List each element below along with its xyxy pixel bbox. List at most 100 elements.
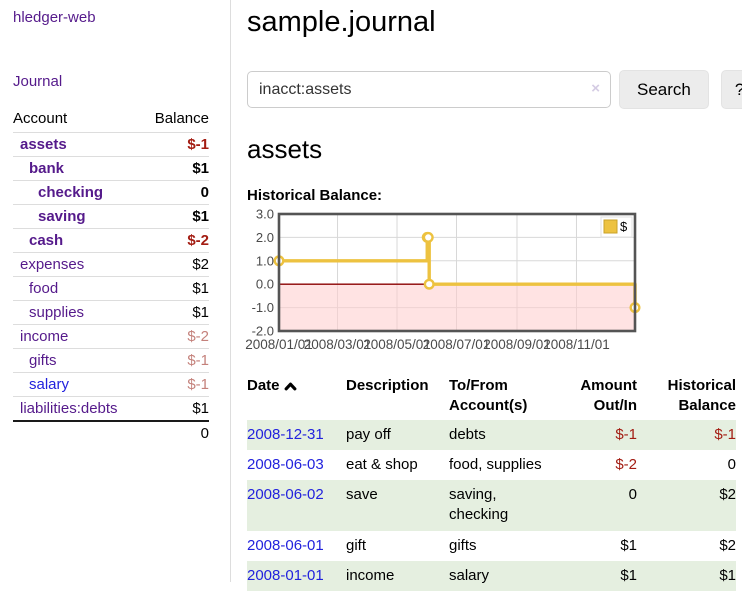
account-link-checking[interactable]: checking <box>38 184 104 201</box>
svg-text:3.0: 3.0 <box>256 207 274 222</box>
transaction-description: save <box>346 486 378 503</box>
app-title-link[interactable]: hledger-web <box>13 9 96 26</box>
account-balance: $1 <box>192 400 209 417</box>
transaction-row: 2008-06-03 eat & shop food, supplies $-2 0 <box>247 450 736 480</box>
page-title: sample.journal <box>247 6 436 38</box>
transaction-row: 2008-12-31 pay off debts $-1 $-1 <box>247 419 736 450</box>
transaction-amount: $1 <box>620 566 637 584</box>
account-link-saving[interactable]: saving <box>38 208 86 225</box>
account-balance: $1 <box>192 280 209 297</box>
transaction-balance: $2 <box>719 486 736 503</box>
search-input-wrap: × <box>247 71 611 108</box>
transaction-date-link[interactable]: 2008-12-31 <box>247 425 324 443</box>
transaction-accounts: food, supplies <box>449 455 542 473</box>
svg-text:$: $ <box>620 219 628 234</box>
transaction-row: 2008-01-01 income salary $1 $1 <box>247 560 736 591</box>
register-header-row: Date Description To/From Account(s) Amou… <box>247 374 736 420</box>
transaction-date-link[interactable]: 2008-06-02 <box>247 486 324 503</box>
account-row: assets $-1 <box>13 132 209 157</box>
account-row: liabilities:debts $1 <box>13 396 209 421</box>
transaction-balance: $1 <box>719 566 736 584</box>
help-button[interactable]: ? <box>720 70 742 109</box>
account-balance: $1 <box>192 160 209 177</box>
account-balance: $-2 <box>187 232 209 249</box>
transaction-accounts: saving, checking <box>449 486 509 524</box>
register-header-description: Description <box>346 377 429 394</box>
accounts-table: Account Balance assets $-1 bank $1 checking 0… <box>13 107 209 445</box>
account-link-assets[interactable]: assets <box>20 136 67 153</box>
transaction-balance: $-1 <box>714 425 736 443</box>
date-header-label: Date <box>247 377 280 394</box>
register-header-accounts: To/From Account(s) <box>449 377 528 415</box>
account-link-income[interactable]: income <box>20 328 69 345</box>
chart-legend: $ <box>600 216 633 238</box>
transaction-date-link[interactable]: 2008-01-01 <box>247 566 324 584</box>
transaction-date-link[interactable]: 2008-06-03 <box>247 455 324 473</box>
accounts-header-balance: Balance <box>154 110 209 127</box>
account-link-expenses[interactable]: expenses <box>20 256 85 273</box>
svg-text:2008/07/01: 2008/07/01 <box>423 337 491 352</box>
search-form: × Search ? <box>247 70 742 109</box>
historical-balance-chart: $3.0 2.0 1.0 0.0 -1.0 -2.0 2008/01/01 2008/03/0… <box>245 207 742 358</box>
svg-text:1.0: 1.0 <box>256 253 274 268</box>
account-link-liabilities-debts[interactable]: liabilities:debts <box>20 400 118 417</box>
transaction-date-link[interactable]: 2008-06-01 <box>247 536 324 554</box>
sidebar-item-journal[interactable]: Journal <box>13 73 63 90</box>
account-row: income $-2 <box>13 324 209 349</box>
accounts-header-account: Account <box>13 110 68 127</box>
account-balance: $-1 <box>187 376 209 393</box>
transaction-amount: $-2 <box>615 455 637 473</box>
transaction-row: 2008-06-02 save saving, checking 0 $2 <box>247 480 736 531</box>
register-header-balance: Historical Balance <box>667 377 736 415</box>
transaction-row: 2008-06-01 gift gifts $1 $2 <box>247 531 736 561</box>
transaction-amount: $-1 <box>615 425 637 443</box>
account-link-bank[interactable]: bank <box>29 160 65 177</box>
account-row: salary $-1 <box>13 372 209 397</box>
sidebar: hledger-web Journal Account Balance asse… <box>0 0 231 582</box>
svg-text:0.0: 0.0 <box>256 277 274 292</box>
account-balance: $-1 <box>187 136 209 153</box>
accounts-header-row: Account Balance <box>13 107 209 133</box>
transaction-description: eat & shop <box>346 455 418 473</box>
account-balance: 0 <box>200 184 209 201</box>
transaction-balance: $2 <box>719 536 736 554</box>
account-row: cash $-2 <box>13 228 209 253</box>
search-button[interactable]: Search <box>619 70 709 109</box>
account-link-cash[interactable]: cash <box>29 232 64 249</box>
account-row: gifts $-1 <box>13 348 209 373</box>
account-link-salary[interactable]: salary <box>29 376 70 393</box>
transaction-description: pay off <box>346 425 391 443</box>
svg-text:-1.0: -1.0 <box>252 300 274 315</box>
account-balance: $-1 <box>187 352 209 369</box>
account-balance: $2 <box>192 256 209 273</box>
register-table: Date Description To/From Account(s) Amou… <box>247 374 736 591</box>
account-balance: $1 <box>192 208 209 225</box>
main-content: sample.journal × Search ? assets Histori… <box>231 0 742 591</box>
accounts-total-value: 0 <box>200 425 209 442</box>
sort-ascending-icon <box>284 377 297 397</box>
transaction-accounts: gifts <box>449 536 477 554</box>
chart-title: Historical Balance: <box>247 187 383 204</box>
svg-text:2008/09/01: 2008/09/01 <box>483 337 551 352</box>
account-row: supplies $1 <box>13 300 209 325</box>
svg-text:-2.0: -2.0 <box>252 324 274 339</box>
account-link-gifts[interactable]: gifts <box>29 352 57 369</box>
account-row: food $1 <box>13 276 209 301</box>
account-link-food[interactable]: food <box>29 280 59 297</box>
svg-text:2008/03/01: 2008/03/01 <box>304 337 372 352</box>
svg-text:2008/01/01: 2008/01/01 <box>245 337 313 352</box>
transaction-amount: $1 <box>620 536 637 554</box>
search-input[interactable] <box>247 71 611 108</box>
svg-text:2.0: 2.0 <box>256 230 274 245</box>
account-row: expenses $2 <box>13 252 209 277</box>
account-row: bank $1 <box>13 156 209 181</box>
account-balance: $-2 <box>187 328 209 345</box>
svg-text:2008/05/01: 2008/05/01 <box>363 337 431 352</box>
account-balance: $1 <box>192 304 209 321</box>
register-header-date[interactable]: Date <box>247 374 346 420</box>
accounts-total-spacer <box>13 421 142 445</box>
svg-text:2008/11/01: 2008/11/01 <box>543 337 610 352</box>
clear-search-icon[interactable]: × <box>591 80 600 97</box>
account-link-supplies[interactable]: supplies <box>29 304 85 321</box>
